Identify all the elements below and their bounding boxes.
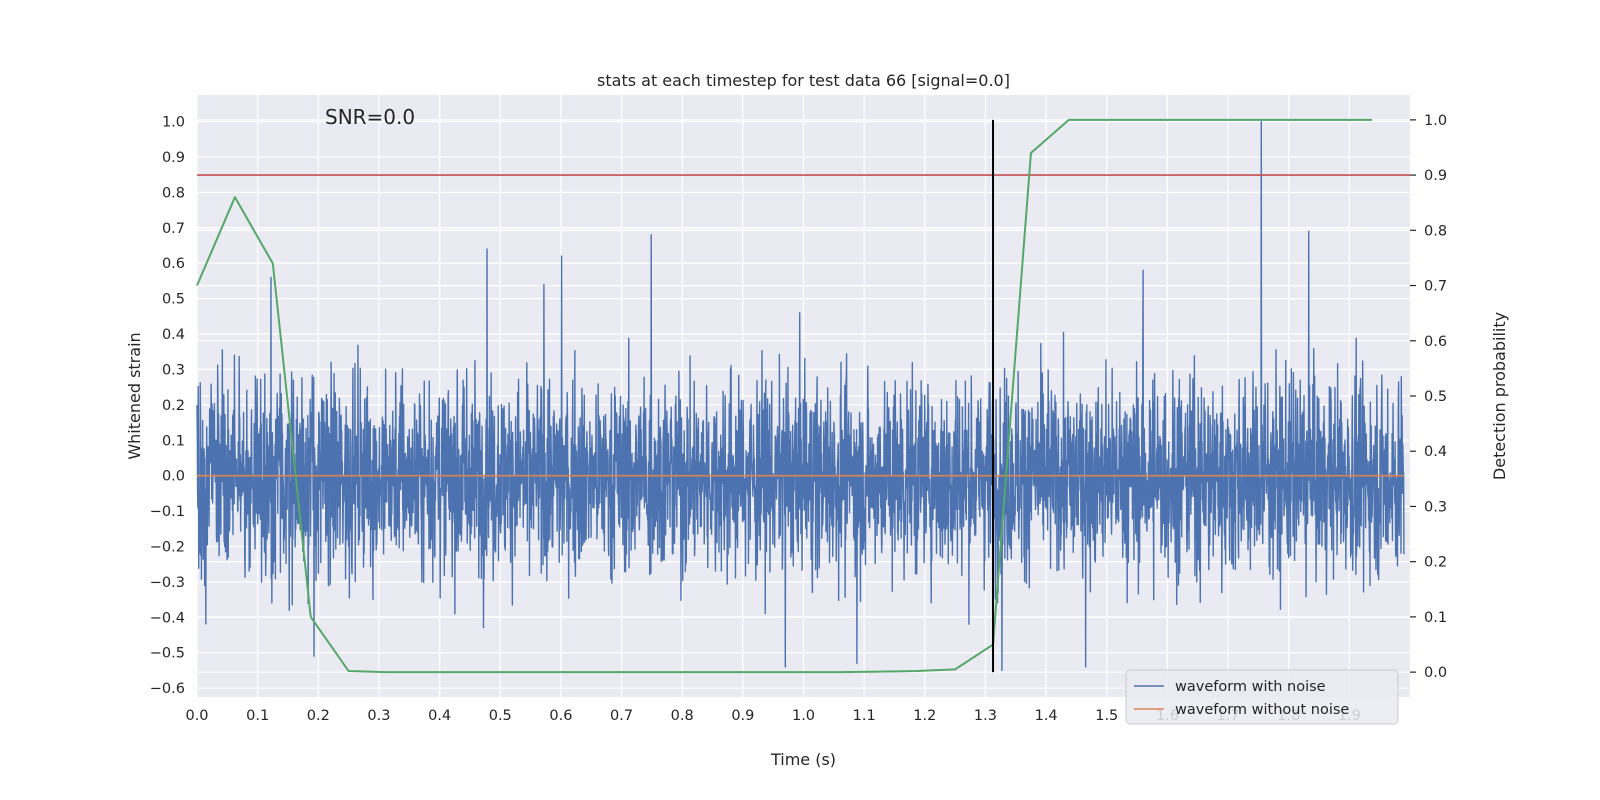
legend-entry-noisy: waveform with noise: [1175, 679, 1326, 695]
y-tick-label: −0.2: [150, 540, 185, 556]
x-tick-label: 0.6: [549, 708, 572, 724]
grid-lines: [196, 95, 1410, 697]
y-tick-label: 0.0: [162, 469, 185, 485]
tick-labels: 0.0 0.1 0.2 0.3 0.4 0.5 0.6 0.7 0.8 0.9 1.0 1.1 1.2 1…: [150, 113, 1447, 724]
x-tick-label: 1.0: [792, 708, 815, 724]
chart-title: stats at each timestep for test data 66 …: [597, 71, 1010, 90]
snr-annotation: SNR=0.0: [325, 105, 415, 129]
y-tick-label: 0.6: [162, 256, 185, 272]
y-right-tick-label: 0.2: [1424, 555, 1447, 571]
y-right-tick-label: 0.1: [1424, 610, 1447, 626]
y-right-tick-label: 0.8: [1424, 223, 1447, 239]
legend: waveform with noise waveform without noi…: [1125, 669, 1399, 725]
y-tick-label: 0.5: [162, 292, 185, 308]
y-axis-label: Whitened strain: [125, 332, 144, 459]
x-tick-label: 0.5: [489, 708, 512, 724]
y-tick-label: 0.8: [162, 185, 185, 201]
y-tick-label: 0.3: [162, 362, 185, 378]
x-tick-label: 1.3: [974, 708, 997, 724]
y-tick-label: 0.1: [162, 433, 185, 449]
y-right-tick-label: 0.0: [1424, 665, 1447, 681]
y-axis-right-label: Detection probability: [1490, 312, 1509, 480]
y-tick-label: 0.2: [162, 398, 185, 414]
x-tick-label: 0.2: [307, 708, 330, 724]
y-right-tick-label: 0.6: [1424, 334, 1447, 350]
y-right-tick-label: 0.9: [1424, 168, 1447, 184]
y-tick-label: 1.0: [162, 115, 185, 131]
waveform-with-noise-series: [196, 120, 1405, 672]
x-tick-label: 0.3: [367, 708, 390, 724]
y-tick-label: 0.9: [162, 150, 185, 166]
y-right-tick-label: 0.4: [1424, 444, 1447, 460]
x-axis-label: Time (s): [770, 750, 836, 769]
x-tick-label: 0.4: [428, 708, 451, 724]
x-tick-label: 0.8: [671, 708, 694, 724]
y-tick-label: −0.4: [150, 610, 185, 626]
legend-box: [1125, 669, 1399, 725]
y-right-tick-label: 0.7: [1424, 279, 1447, 295]
y-tick-label: −0.5: [150, 646, 185, 662]
x-tick-label: 1.5: [1095, 708, 1118, 724]
y-right-tick-label: 0.3: [1424, 499, 1447, 515]
y-right-tick-label: 1.0: [1424, 113, 1447, 129]
detection-probability-line: [196, 118, 1373, 674]
y-right-tick-label: 0.5: [1424, 389, 1447, 405]
x-tick-label: 0.1: [246, 708, 269, 724]
x-tick-label: 1.1: [853, 708, 876, 724]
x-tick-label: 1.2: [913, 708, 936, 724]
x-tick-label: 0.0: [185, 708, 208, 724]
x-tick-label: 1.4: [1035, 708, 1058, 724]
overlays: [196, 118, 1410, 674]
y-tick-label: −0.3: [150, 575, 185, 591]
waveform-with-noise-line: [196, 120, 1405, 672]
y-tick-label: −0.1: [150, 504, 185, 520]
y-tick-label: 0.4: [162, 327, 185, 343]
y-tick-label: 0.7: [162, 221, 185, 237]
x-tick-label: 0.9: [731, 708, 754, 724]
y-tick-label: −0.6: [150, 681, 185, 697]
legend-entry-clean: waveform without noise: [1175, 702, 1349, 718]
x-tick-label: 0.7: [610, 708, 633, 724]
